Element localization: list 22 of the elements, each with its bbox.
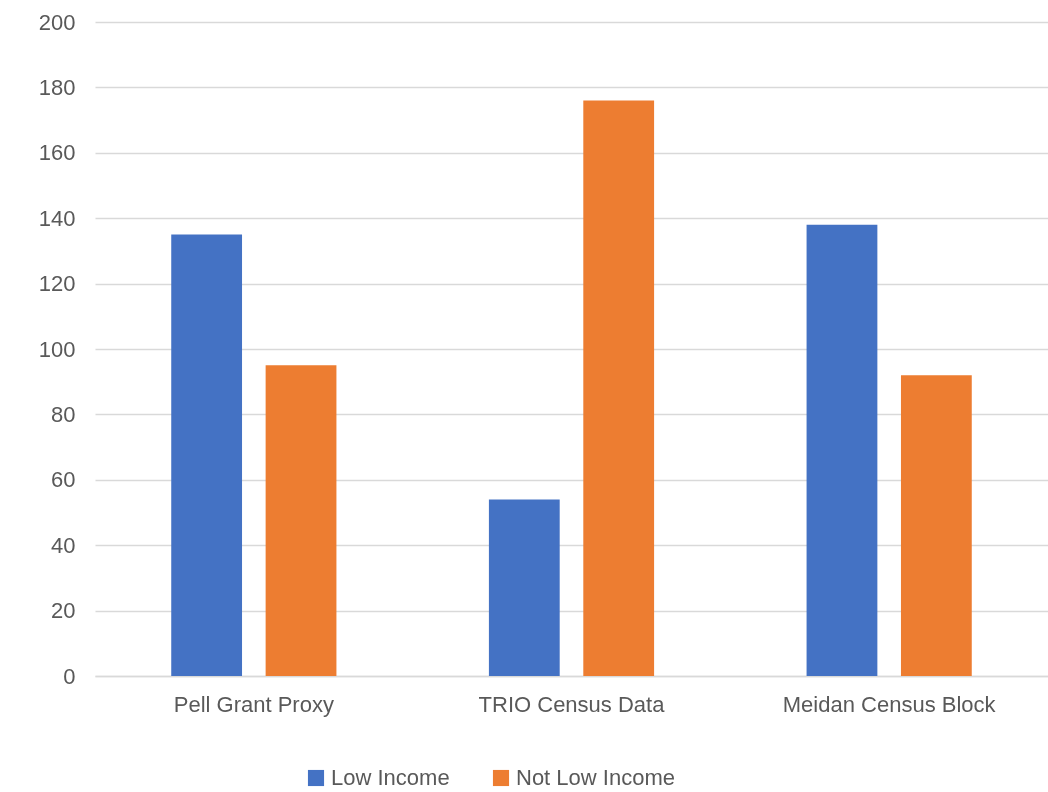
y-tick-label: 200 — [38, 9, 76, 35]
y-tick-label: 20 — [51, 598, 76, 624]
x-tick-label: TRIO Census Data — [478, 691, 666, 717]
x-tick-label: Pell Grant Proxy — [173, 691, 334, 717]
bar — [488, 499, 560, 676]
bar — [806, 224, 878, 676]
y-tick-label: 40 — [51, 532, 76, 558]
y-tick-label: 160 — [38, 140, 76, 166]
legend-label: Low Income — [331, 765, 450, 790]
bar — [171, 234, 243, 676]
y-tick-label: 60 — [51, 467, 76, 493]
x-tick-label: Meidan Census Block — [782, 691, 997, 717]
y-tick-label: 100 — [38, 336, 76, 362]
y-tick-label: 140 — [38, 205, 76, 231]
y-tick-label: 0 — [63, 663, 76, 689]
bar — [583, 100, 655, 676]
bar — [265, 365, 337, 676]
legend-label: Not Low Income — [516, 765, 675, 790]
bar — [900, 375, 972, 676]
y-tick-label: 180 — [38, 74, 76, 100]
y-tick-label: 80 — [51, 401, 76, 427]
y-tick-label: 120 — [38, 271, 76, 297]
